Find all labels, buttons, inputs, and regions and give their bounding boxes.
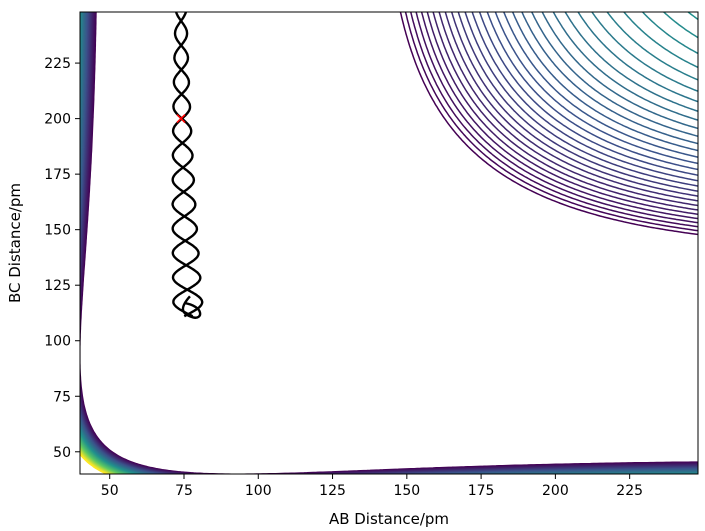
x-tick-label: 125 [319,483,346,499]
start-marker [176,114,186,124]
plot-frame [79,11,699,475]
y-tick-label: 75 [53,389,71,405]
contour-lines [80,12,698,474]
y-tick-label: 225 [44,56,71,72]
y-tick-label: 100 [44,334,71,350]
x-tick-label: 100 [245,483,272,499]
y-tick-label: 150 [44,223,71,239]
x-axis-label: AB Distance/pm [329,510,449,528]
trajectory-strand [171,12,202,318]
y-tick-label: 200 [44,112,71,128]
x-tick-label: 50 [101,483,119,499]
x-tick-label: 200 [542,483,569,499]
y-tick-label: 50 [53,445,71,461]
x-tick-label: 150 [393,483,420,499]
x-tick-label: 75 [175,483,193,499]
x-axis: 50 75 100 125 150 175 200 225 [101,474,643,499]
trajectory-turn [181,295,202,319]
y-axis: 50 75 100 125 150 175 200 225 [44,56,80,461]
y-tick-label: 125 [44,278,71,294]
y-axis-label: BC Distance/pm [6,183,24,303]
y-tick-label: 175 [44,167,71,183]
x-tick-label: 175 [468,483,495,499]
trajectory [171,12,204,319]
contour-level [80,452,109,474]
x-tick-label: 225 [616,483,643,499]
